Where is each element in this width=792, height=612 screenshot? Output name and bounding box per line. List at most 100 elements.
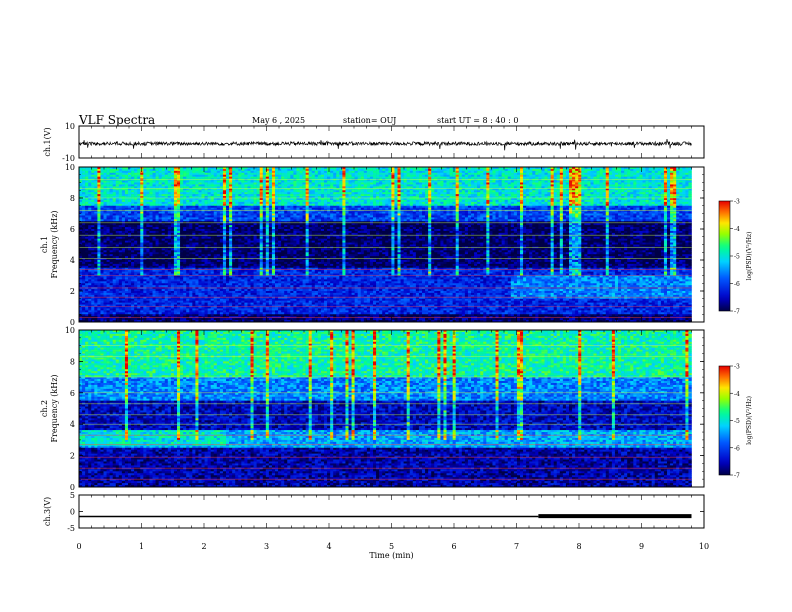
spectrogram-cell [134,172,138,176]
spectrogram-cell [333,172,337,176]
spectrogram-cell [244,167,248,170]
spectrogram-cell [311,180,316,183]
spectrogram-cell [376,192,380,195]
spectrogram-cell [373,172,377,176]
spectrogram-cell [425,167,429,170]
spectrogram-cell [382,211,386,214]
spectrogram-cell [621,186,625,189]
spectrogram-cell [682,184,686,187]
spectrogram-cell [79,207,83,210]
spectrogram-cell [645,199,649,203]
spectrogram-cell [311,172,316,176]
spectrogram-cell [572,207,576,210]
spectrogram-cell [673,172,677,176]
spectrogram-cell [137,196,141,199]
spectrogram-cell [483,188,487,191]
spectrogram-cell [170,186,175,189]
spectrogram-cell [434,203,438,207]
spectrogram-cell [287,174,291,177]
spectrogram-cell [458,168,463,172]
spectrogram-cell [394,207,398,210]
spectrogram-cell [369,207,374,210]
spectrogram-cell [124,192,129,195]
spectrogram-cell [112,168,117,172]
spectrogram-cell [520,180,524,183]
spectrogram-cell [422,172,426,176]
spectrogram-cell [333,205,337,208]
spectrogram-cell [253,196,257,199]
spectrogram-cell [382,170,386,174]
spectrogram-cell [501,198,505,201]
spectrogram-cell [164,196,169,199]
spectrogram-cell [198,209,202,212]
spectrogram-cell [146,190,150,193]
spectrogram-cell [397,168,401,172]
spectrogram-cell [226,209,230,212]
spectrogram-cell [520,174,524,177]
spectrogram-cell [409,168,414,172]
spectrogram-cell [559,209,564,212]
spectrogram-cell [327,203,331,207]
spectrogram-cell [532,172,536,176]
spectrogram-cell [296,174,300,177]
spectrogram-cell [550,207,554,210]
spectrogram-cell [152,168,156,172]
spectrogram-cell [222,213,227,216]
spectrogram-cell [667,198,671,201]
spectrogram-cell [489,192,493,195]
spectrogram-cell [250,199,254,203]
spectrogram-cell [642,205,646,208]
spectrogram-cell [192,186,196,189]
spectrogram-cell [397,182,401,185]
spectrogram-cell [624,170,628,174]
spectrogram-cell [97,167,101,170]
spectrogram-cell [385,190,389,193]
spectrogram-cell [143,174,147,177]
spectrogram-cell [498,196,502,199]
spectrogram-cell [501,199,505,203]
spectrogram-cell [287,188,291,191]
spectrogram-cell [676,211,680,214]
spectrogram-cell [418,176,423,179]
spectrogram-cell [464,178,469,181]
spectrogram-cell [314,194,319,197]
spectrogram-cell [213,198,218,201]
spectrogram-cell [131,186,135,189]
spectrogram-cell [676,182,680,185]
spectrogram-cell [670,178,674,181]
spectrogram-cell [167,203,172,207]
spectrogram-cell [247,168,251,172]
spectrogram-cell [241,180,245,183]
spectrogram-cell [544,199,548,203]
spectrogram-cell [449,198,453,201]
spectrogram-cell [320,170,325,174]
spectrogram-cell [146,180,150,183]
spectrogram-cell [676,192,680,195]
spectrogram-cell [302,168,306,172]
spectrogram-cell [140,180,144,183]
spectrogram-cell [265,203,270,207]
spectrogram-cell [559,167,564,170]
spectrogram-cell [91,174,95,177]
spectrogram-cell [115,182,120,185]
spectrogram-cell [149,203,153,207]
spectrogram-cell [611,196,616,199]
spectrogram-cell [636,178,640,181]
spectrogram-cell [412,205,417,208]
spectrogram-cell [222,201,227,205]
spectrogram-cell [241,170,245,174]
spectrogram-cell [241,186,245,189]
spectrogram-cell [118,184,123,187]
spectrogram-cell [118,188,123,191]
spectrogram-cell [222,186,227,189]
spectrogram-cell [259,176,264,179]
spectrogram-cell [415,186,420,189]
spectrogram-cell [164,209,169,212]
spectrogram-cell [614,168,619,172]
spectrogram-cell [320,178,325,181]
spectrogram-cell [480,190,484,193]
spectrogram-cell [161,167,166,170]
spectrogram-cell [85,207,89,210]
spectrogram-cell [161,186,166,189]
spectrogram-cell [342,196,346,199]
